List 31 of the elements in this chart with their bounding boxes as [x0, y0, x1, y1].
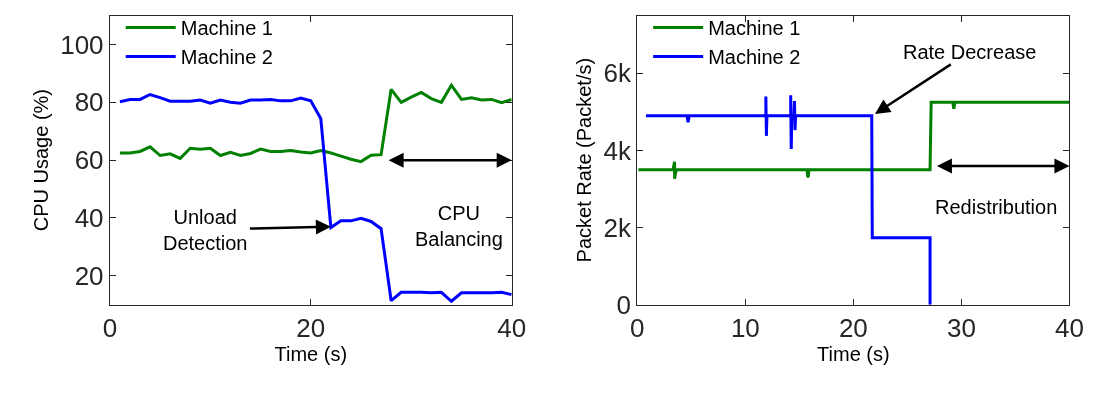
line-series [118, 93, 512, 303]
legend-label: Machine 1 [708, 17, 801, 40]
legend-label: Machine 2 [180, 46, 273, 69]
line-series [637, 100, 1070, 181]
y-tick-label: 40 [74, 203, 104, 234]
legend-label: Machine 1 [180, 17, 273, 40]
annotation: CPU Balancing [415, 202, 503, 250]
line-series [118, 83, 512, 164]
x-axis-title: Time (s) [274, 343, 348, 366]
y-tick-label: 4k [603, 135, 632, 166]
x-tick-label: 40 [497, 313, 527, 344]
annotation: Rate Decrease [903, 41, 1037, 63]
y-tick-label: 2k [603, 212, 632, 243]
y-tick-label: 60 [74, 145, 104, 176]
x-tick-label: 20 [838, 313, 868, 344]
x-tick-label: 30 [946, 313, 976, 344]
y-tick-label: 20 [74, 260, 104, 291]
x-tick-label: 40 [1054, 313, 1084, 344]
y-axis-title: Packet Rate (Packet/s) [573, 57, 596, 263]
x-tick-label: 10 [730, 313, 760, 344]
x-axis-title: Time (s) [817, 343, 890, 366]
y-tick-label: 100 [60, 29, 104, 60]
line-series [644, 93, 932, 305]
y-tick-label: 6k [603, 58, 632, 89]
y-tick-label: 0 [616, 289, 632, 320]
y-tick-label: 80 [74, 87, 104, 118]
x-tick-label: 20 [296, 313, 326, 344]
y-axis-title: CPU Usage (%) [29, 89, 52, 232]
annotation: Redistribution [935, 196, 1058, 218]
annotation: Unload Detection [163, 206, 248, 254]
legend-label: Machine 2 [708, 46, 801, 69]
